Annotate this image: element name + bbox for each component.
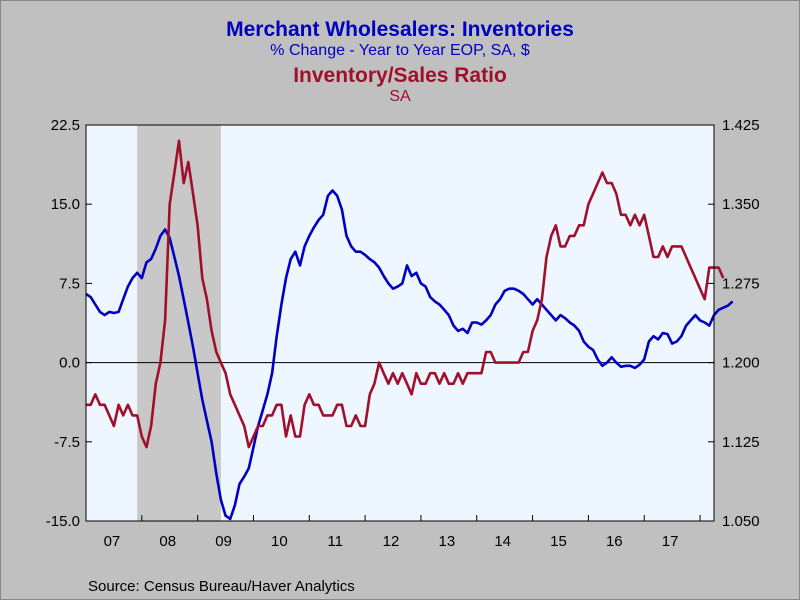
chart-title: Merchant Wholesalers: Inventories — [226, 18, 574, 41]
right-tick-label: 1.425 — [722, 117, 760, 134]
source-note: Source: Census Bureau/Haver Analytics — [88, 578, 355, 595]
chart-subtitle: % Change - Year to Year EOP, SA, $ — [270, 42, 530, 59]
chart-second-subtitle: SA — [389, 88, 411, 105]
x-tick-label: 09 — [215, 533, 232, 550]
x-tick-label: 07 — [104, 533, 121, 550]
x-tick-label: 10 — [271, 533, 288, 550]
x-tick-label: 13 — [439, 533, 456, 550]
chart-second-title: Inventory/Sales Ratio — [293, 64, 507, 87]
x-tick-label: 17 — [662, 533, 679, 550]
plot-border — [85, 124, 715, 522]
left-tick-label: 22.5 — [51, 117, 80, 134]
left-tick-label: 0.0 — [59, 355, 80, 372]
x-tick-label: 16 — [606, 533, 623, 550]
left-tick-label: -7.5 — [54, 434, 80, 451]
left-tick-label: 15.0 — [51, 196, 80, 213]
right-tick-label: 1.200 — [722, 355, 760, 372]
series-ratio-line — [86, 139, 725, 449]
right-tick-label: 1.050 — [722, 513, 760, 530]
x-tick-label: 08 — [159, 533, 176, 550]
right-tick-label: 1.350 — [722, 196, 760, 213]
x-tick-label: 15 — [550, 533, 567, 550]
right-tick-label: 1.275 — [722, 275, 760, 292]
series-inventories-line — [85, 189, 734, 521]
x-tick-label: 14 — [494, 533, 511, 550]
x-tick-label: 12 — [383, 533, 400, 550]
x-tick-label: 11 — [327, 533, 343, 550]
recession-shade-0 — [137, 125, 221, 521]
right-tick-label: 1.125 — [722, 434, 760, 451]
left-tick-label: 7.5 — [59, 275, 80, 292]
left-tick-label: -15.0 — [46, 513, 80, 530]
